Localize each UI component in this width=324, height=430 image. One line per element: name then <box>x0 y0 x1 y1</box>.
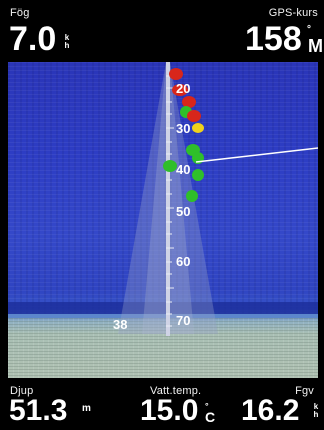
fish-targets <box>163 68 204 202</box>
seabed-texture <box>8 318 318 378</box>
water-temp-field[interactable]: Vatt.temp. 15.0 ° C <box>110 378 230 430</box>
gps-course-field[interactable]: GPS-kurs 158 ° M <box>175 0 324 62</box>
depth-value: 51.3 <box>9 394 68 427</box>
depth-field[interactable]: Djup 51.3 m <box>0 378 110 430</box>
depth-mark-40: 40 <box>176 162 191 177</box>
bottom-data-bar: Djup 51.3 m Vatt.temp. 15.0 ° C Fgv 16.2… <box>0 378 324 430</box>
water-temp-unit-c: C <box>205 409 216 425</box>
gps-course-label: GPS-kurs <box>268 7 318 19</box>
fish-red <box>187 110 201 122</box>
target-depth-label: 38 <box>113 317 128 332</box>
water-texture <box>8 62 318 315</box>
fish-green <box>186 190 198 202</box>
water-temp-value: 15.0 <box>140 394 199 427</box>
right-border <box>318 62 324 378</box>
sonar-view[interactable] <box>8 62 318 378</box>
water-temp-unit-deg: ° <box>205 401 209 411</box>
fish-red <box>172 84 188 96</box>
speed-value: 7.0 <box>9 20 57 58</box>
depth-scale-line <box>166 62 170 336</box>
gps-course-value: 158 <box>245 20 302 58</box>
depth-mark-20: 20 <box>176 81 191 96</box>
fish-yellow <box>192 123 204 133</box>
speed-over-ground-value: 16.2 <box>241 394 300 427</box>
bottom-contour-edge <box>8 314 318 318</box>
gps-course-unit-deg: ° <box>307 24 311 35</box>
bottom-contour <box>8 302 318 314</box>
target-pointer-line <box>195 147 318 163</box>
depth-mark-60: 60 <box>176 254 191 269</box>
speed-over-ground-label: Fgv <box>295 385 314 397</box>
fish-green <box>163 160 177 172</box>
depth-mark-50: 50 <box>176 204 191 219</box>
gps-course-unit-m: M <box>308 36 323 56</box>
water-temp-label: Vatt.temp. <box>150 385 202 397</box>
depth-unit: m <box>82 403 91 414</box>
depth-mark-30: 30 <box>176 121 191 136</box>
sonar-overlay <box>118 62 318 336</box>
fish-green <box>192 169 204 181</box>
depth-mark-70: 70 <box>176 313 191 328</box>
fish-red <box>169 68 183 80</box>
left-border <box>0 62 8 378</box>
depth-label: Djup <box>10 385 34 397</box>
fish-red <box>182 96 196 108</box>
speed-label: Fög <box>10 7 30 19</box>
